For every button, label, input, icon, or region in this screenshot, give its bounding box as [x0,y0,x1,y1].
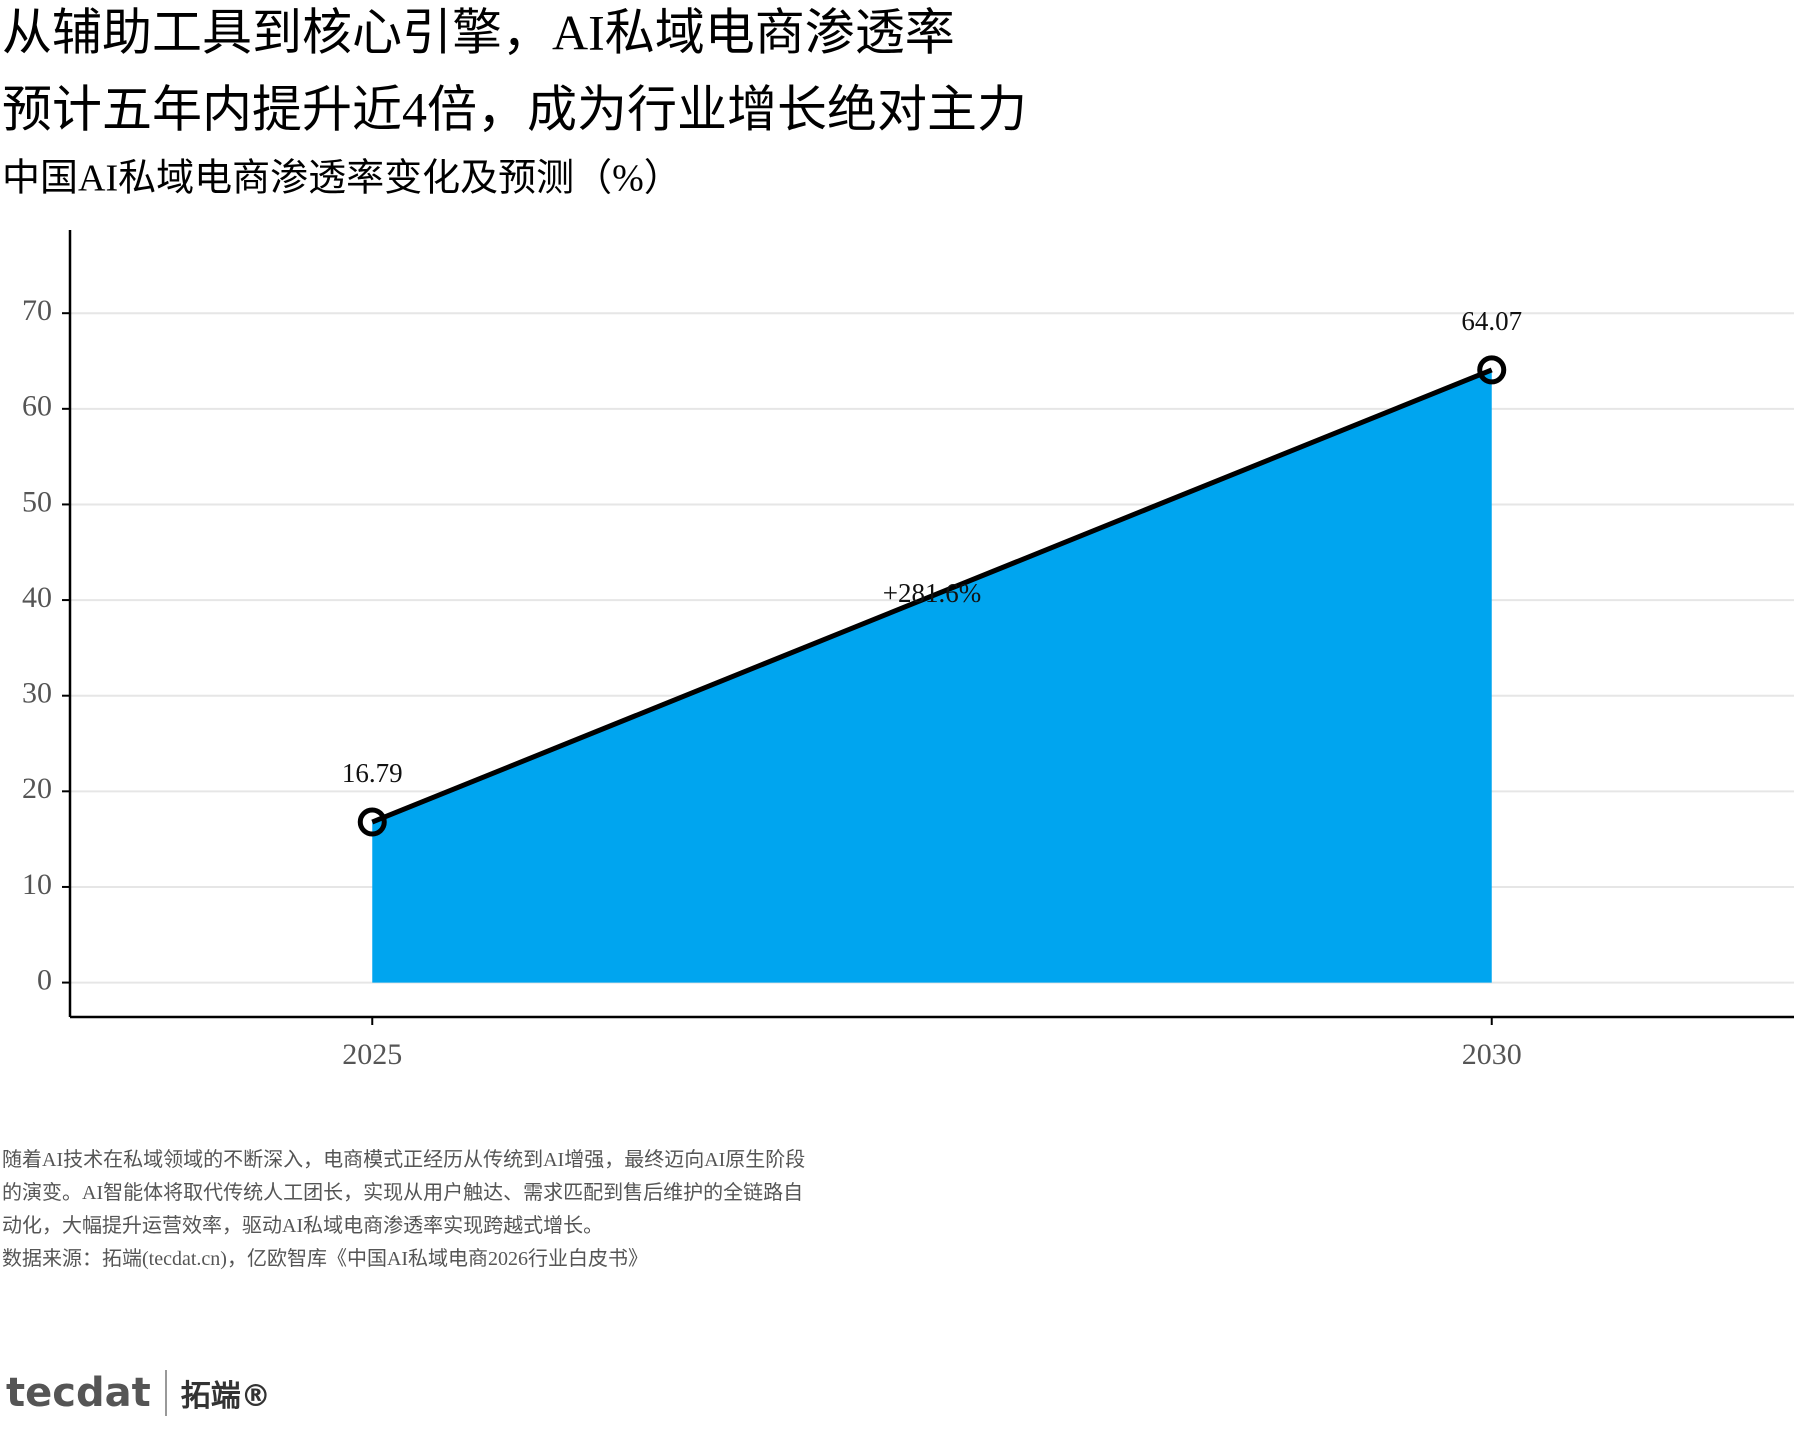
x-tick-label: 2025 [342,1038,402,1071]
chart-title: 预计五年内提升近4倍，成为行业增长绝对主力 [2,81,1027,137]
y-tick-label: 40 [22,581,52,614]
y-tick-label: 20 [22,772,52,805]
brand-name: 拓端® [180,1379,271,1414]
line [371,367,1493,825]
source: 数据来源：拓端(tecdat.cn)，亿欧智库《中国AI私域电商2026行业白皮… [2,1248,649,1270]
y-tick-label: 10 [22,868,52,901]
point [357,807,387,837]
y-tick-label: 60 [22,390,52,423]
footer: 随着AI技术在私域领域的不断深入，电商模式正经历从传统到AI增强，最终迈向AI原… [2,1144,822,1276]
y-tick-label: 70 [22,294,52,327]
point [1477,355,1507,385]
brand: tecdat 拓端® [6,1370,271,1416]
y-tick-label: 50 [22,485,52,518]
value-label: 64.07 [1461,306,1522,336]
chart-title: 从辅助工具到核心引擎，AI私域电商渗透率 [2,4,955,60]
y-tick-label: 30 [22,677,52,710]
chart-subtitle: 中国AI私域电商渗透率变化及预测（%） [2,158,682,200]
note: 随着AI技术在私域领域的不断深入，电商模式正经历从传统到AI增强，最终迈向AI原… [2,1149,806,1237]
x-tick-label: 2030 [1462,1038,1522,1071]
value-label: 16.79 [342,758,403,788]
area [372,369,1492,983]
y-tick-label: 0 [37,963,52,996]
logo: tecdat [6,1370,167,1416]
annotation: +281.6% [883,578,981,608]
